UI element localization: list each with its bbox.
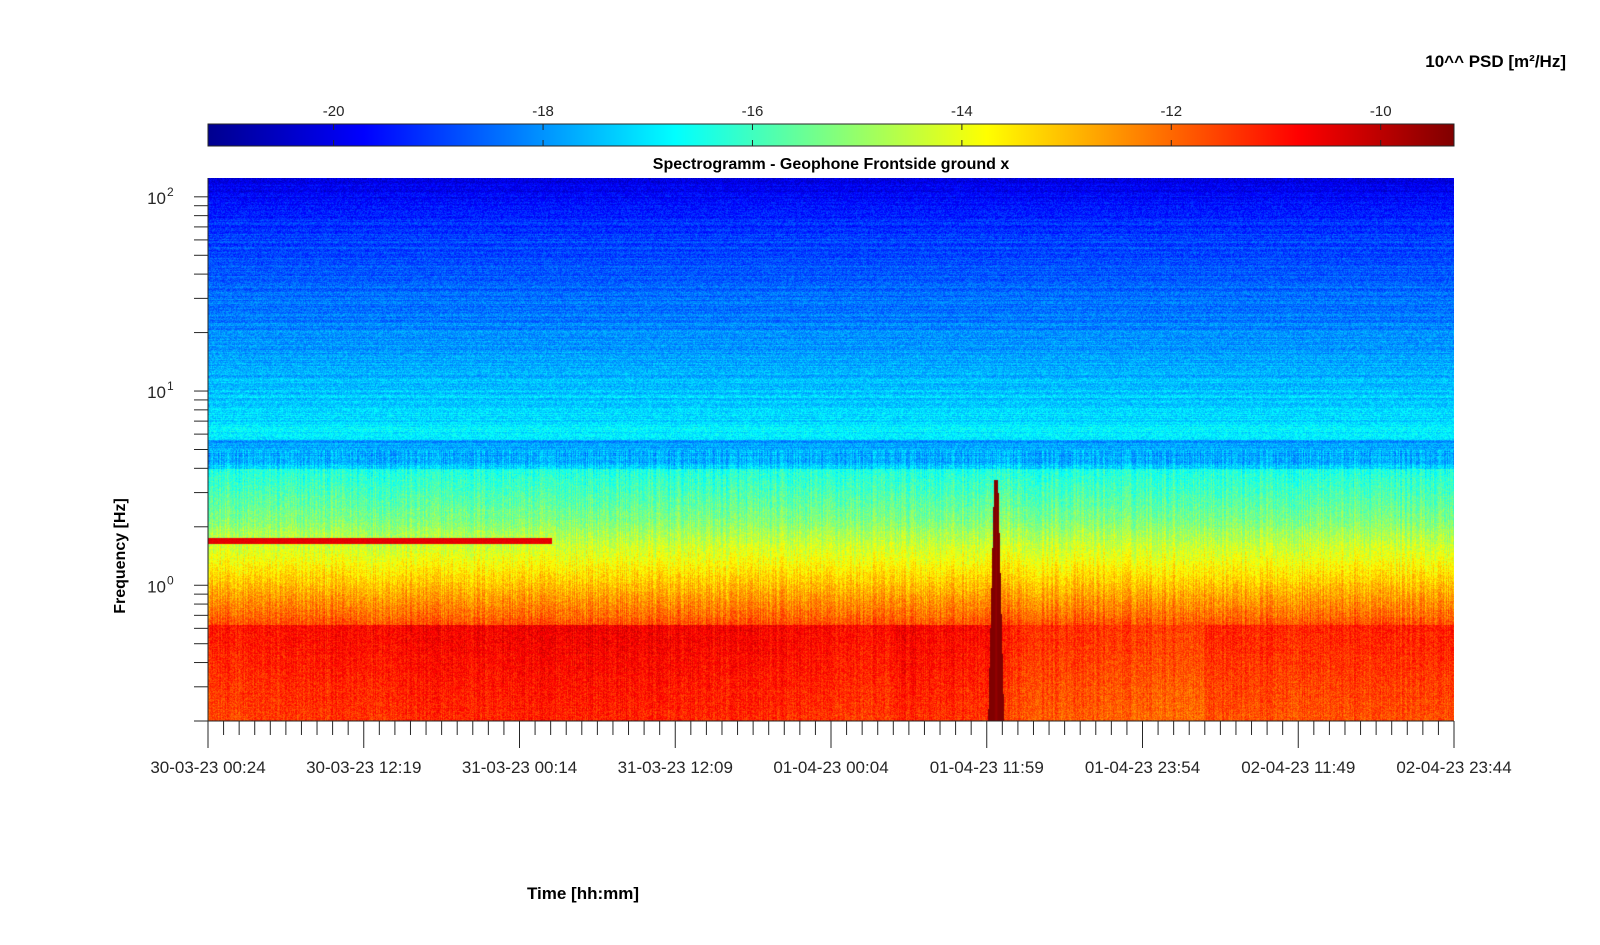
x-tick-label: 01-04-23 11:59	[930, 758, 1044, 777]
colorbar-tick-label: -16	[742, 103, 764, 120]
x-tick-label: 30-03-23 12:19	[306, 758, 421, 777]
y-tick-exponent: 1	[167, 379, 174, 393]
x-tick-label: 31-03-23 00:14	[462, 758, 577, 777]
x-tick-label: 30-03-23 00:24	[150, 758, 265, 777]
plot-area	[208, 178, 1454, 721]
colorbar-tick-label: -18	[532, 103, 554, 120]
x-tick-label: 31-03-23 12:09	[618, 758, 733, 777]
colorbar-tick-label: -10	[1370, 103, 1392, 120]
x-tick-label: 01-04-23 00:04	[773, 758, 888, 777]
colorbar-tick-label: -14	[951, 103, 973, 120]
y-tick-label: 10	[147, 383, 166, 402]
colorbar-label: 10^^ PSD [m²/Hz]	[1425, 52, 1566, 71]
colorbar-ticks: -20 -18 -16 -14 -12 -10	[323, 103, 1392, 146]
x-tick-label: 02-04-23 23:44	[1396, 758, 1511, 777]
y-tick-exponent: 0	[167, 573, 174, 587]
x-tick-label: 02-04-23 11:49	[1241, 758, 1355, 777]
y-axis-label: Frequency [Hz]	[112, 498, 129, 614]
colorbar: -20 -18 -16 -14 -12 -10	[207, 103, 1455, 147]
colorbar-tick-label: -20	[323, 103, 345, 120]
spectrogram-heatmap	[208, 178, 1454, 721]
x-axis: 30-03-23 00:24 30-03-23 12:19 31-03-23 00:…	[150, 720, 1512, 777]
colorbar-gradient	[207, 123, 1455, 147]
colorbar-tick-label: -12	[1160, 103, 1182, 120]
chart-title: Spectrogramm - Geophone Frontside ground…	[653, 156, 1010, 173]
y-tick-label: 10	[147, 189, 166, 208]
x-tick-label: 01-04-23 23:54	[1085, 758, 1200, 777]
y-tick-exponent: 2	[167, 185, 174, 199]
y-tick-label: 10	[147, 577, 166, 596]
x-axis-label: Time [hh:mm]	[527, 884, 639, 903]
